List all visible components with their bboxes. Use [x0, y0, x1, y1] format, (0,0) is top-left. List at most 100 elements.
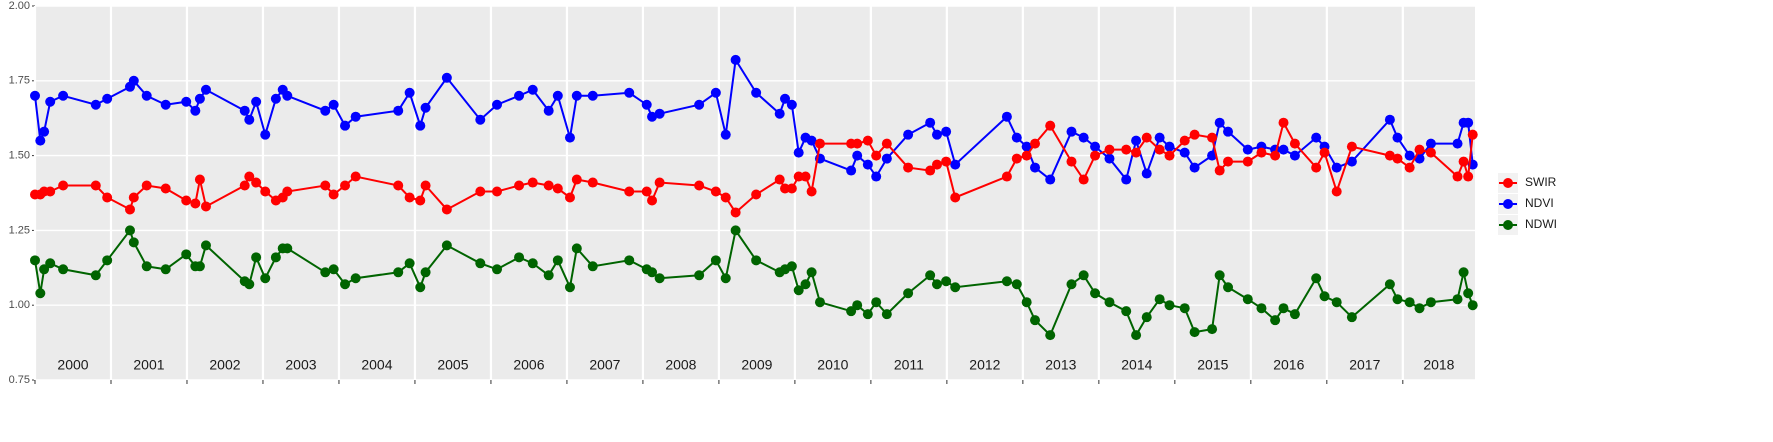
point	[1207, 132, 1218, 143]
point	[571, 243, 582, 254]
point	[492, 186, 503, 197]
point	[1404, 162, 1415, 173]
year-label: 2013	[1045, 357, 1076, 373]
point	[441, 72, 452, 83]
point	[1154, 294, 1165, 305]
point	[270, 93, 281, 104]
y-tick-label: 1.00	[9, 299, 30, 311]
point	[1131, 330, 1142, 341]
legend-label: NDVI	[1525, 196, 1554, 210]
point	[1189, 129, 1200, 140]
point	[393, 105, 404, 116]
point	[514, 252, 525, 263]
year-label: 2000	[57, 357, 88, 373]
point	[806, 267, 817, 278]
point	[780, 183, 791, 194]
point	[751, 189, 762, 200]
point	[774, 174, 785, 185]
year-label: 2004	[361, 357, 392, 373]
legend-point	[1503, 178, 1513, 188]
point	[806, 135, 817, 146]
point	[1463, 288, 1474, 299]
point	[1467, 300, 1478, 311]
year-label: 2001	[133, 357, 164, 373]
year-label: 2011	[894, 357, 924, 373]
y-tick-label: 1.25	[9, 224, 30, 236]
point	[251, 177, 262, 188]
point	[950, 192, 961, 203]
point	[1278, 144, 1289, 155]
point	[1319, 291, 1330, 302]
point	[200, 84, 211, 95]
point	[1207, 324, 1218, 335]
point	[340, 180, 351, 191]
point	[1021, 141, 1032, 152]
point	[647, 195, 658, 206]
point	[270, 252, 281, 263]
point	[102, 255, 113, 266]
point	[282, 243, 293, 254]
point	[720, 273, 731, 284]
point	[1214, 270, 1225, 281]
y-tick-label: 1.50	[9, 150, 30, 162]
point	[239, 180, 250, 191]
point	[200, 240, 211, 251]
year-label: 2006	[513, 357, 544, 373]
point	[45, 258, 56, 269]
point	[1425, 138, 1436, 149]
y-tick-label: 1.75	[9, 75, 30, 87]
point	[239, 105, 250, 116]
point	[340, 279, 351, 290]
point	[1242, 294, 1253, 305]
year-label: 2005	[437, 357, 468, 373]
point	[1030, 315, 1041, 326]
year-label: 2002	[209, 357, 240, 373]
point	[720, 129, 731, 140]
point	[1346, 312, 1357, 323]
point	[1078, 132, 1089, 143]
point	[1078, 270, 1089, 281]
point	[475, 186, 486, 197]
point	[1030, 138, 1041, 149]
point	[925, 117, 936, 128]
y-tick-label: 2.00	[9, 0, 30, 12]
point	[58, 264, 69, 275]
year-label: 2012	[969, 357, 1000, 373]
point	[251, 252, 262, 263]
point	[950, 282, 961, 293]
point	[420, 180, 431, 191]
point	[1458, 156, 1469, 167]
point	[1121, 144, 1132, 155]
point	[492, 264, 503, 275]
point	[30, 90, 40, 101]
point	[527, 84, 538, 95]
point	[543, 180, 554, 191]
point	[941, 126, 952, 137]
point	[641, 99, 652, 110]
point	[786, 99, 797, 110]
point	[903, 129, 914, 140]
point	[641, 186, 652, 197]
point	[128, 192, 139, 203]
point	[780, 93, 791, 104]
point	[124, 204, 135, 215]
point	[710, 255, 721, 266]
point	[45, 186, 56, 197]
year-label: 2010	[817, 357, 848, 373]
point	[181, 195, 192, 206]
point	[1090, 150, 1101, 161]
point	[1121, 306, 1132, 317]
point	[404, 192, 415, 203]
point	[260, 129, 271, 140]
point	[415, 120, 426, 131]
point	[1045, 174, 1056, 185]
point	[340, 120, 351, 131]
point	[1404, 150, 1415, 161]
point	[1463, 117, 1474, 128]
point	[587, 177, 598, 188]
point	[1179, 147, 1190, 158]
point	[415, 195, 426, 206]
point	[492, 99, 503, 110]
point	[1404, 297, 1415, 308]
point	[941, 156, 952, 167]
